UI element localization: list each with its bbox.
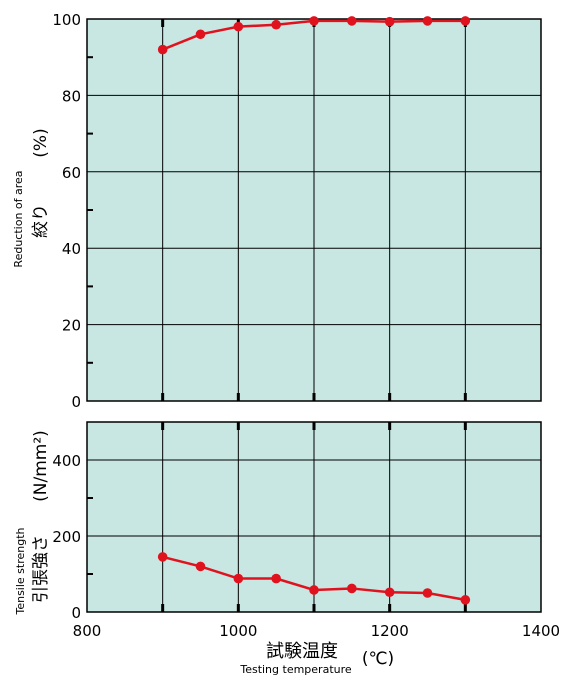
top-data-point xyxy=(460,16,471,26)
xlabel-unit: (℃) xyxy=(362,649,394,669)
xlabel-en: Testing temperature xyxy=(239,663,352,676)
bottom-x-tick-label: 800 xyxy=(73,622,102,640)
top-data-point xyxy=(271,19,281,30)
top-y-tick-label: 100 xyxy=(52,11,81,29)
bottom-y-tick-label: 200 xyxy=(52,528,81,546)
reduction-of-area-panel: 0 20 40 60 80 100 xyxy=(52,11,542,411)
top-data-point xyxy=(309,16,319,26)
bottom-ylabel-ja: 引張強さ xyxy=(31,535,51,603)
bottom-data-point xyxy=(157,552,168,562)
bottom-data-point xyxy=(233,573,244,584)
bottom-data-point xyxy=(347,583,357,594)
bottom-y-tick-label: 0 xyxy=(71,604,81,622)
bottom-data-point xyxy=(460,595,471,605)
bottom-x-tick-label: 1200 xyxy=(371,622,409,640)
bottom-x-tick-label: 1400 xyxy=(522,622,560,640)
bottom-data-point xyxy=(422,588,433,598)
bottom-data-point xyxy=(384,587,395,598)
top-ylabel-en: Reduction of area xyxy=(12,170,25,267)
top-y-tick-label: 0 xyxy=(71,393,81,411)
top-data-point xyxy=(157,44,168,55)
top-y-tick-label: 80 xyxy=(62,87,81,105)
top-y-tick-label: 40 xyxy=(62,240,81,258)
top-data-point xyxy=(347,16,357,26)
bottom-x-tick-label: 1000 xyxy=(219,622,257,640)
top-ylabel-unit: (%) xyxy=(31,128,51,157)
bottom-data-point xyxy=(309,585,319,595)
tensile-strength-panel: 0 200 400 800 1000 1200 1400 xyxy=(52,421,560,640)
top-data-point xyxy=(233,21,244,32)
top-y-tick-label: 20 xyxy=(62,317,81,335)
bottom-data-point xyxy=(271,573,281,584)
top-data-point xyxy=(384,16,395,27)
bottom-plot-frame xyxy=(86,421,542,613)
bottom-data-point xyxy=(195,561,206,572)
bottom-y-tick-label: 400 xyxy=(52,452,81,470)
xlabel-ja: 試験温度 xyxy=(266,641,338,662)
top-ylabel-ja: 絞り xyxy=(31,204,51,238)
bottom-ylabel-en: Tensile strength xyxy=(14,527,27,615)
top-y-tick-label: 60 xyxy=(62,164,81,182)
bottom-ylabel-unit: (N/mm²) xyxy=(31,430,51,502)
top-data-point xyxy=(195,29,206,40)
top-data-point xyxy=(422,16,433,26)
